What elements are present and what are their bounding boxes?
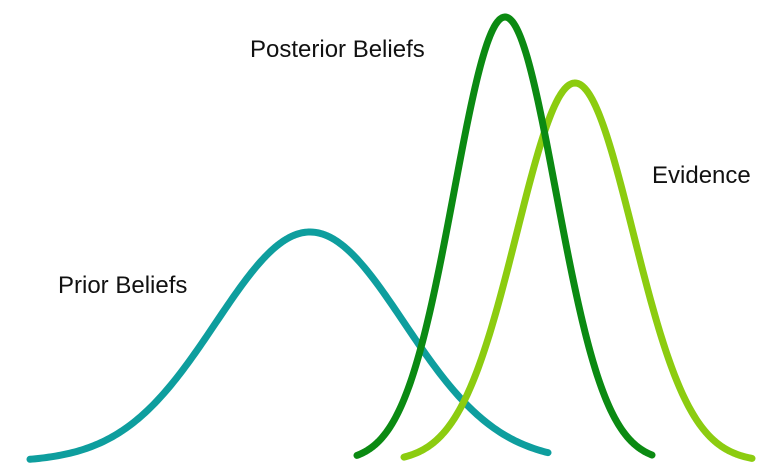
posterior-beliefs-label: Posterior Beliefs [250,36,425,63]
prior-beliefs-label: Prior Beliefs [58,272,188,299]
evidence-curve [400,79,756,462]
evidence-label: Evidence [652,162,751,189]
posterior-beliefs-curve [353,13,656,459]
prior-beliefs-curve [26,228,552,463]
